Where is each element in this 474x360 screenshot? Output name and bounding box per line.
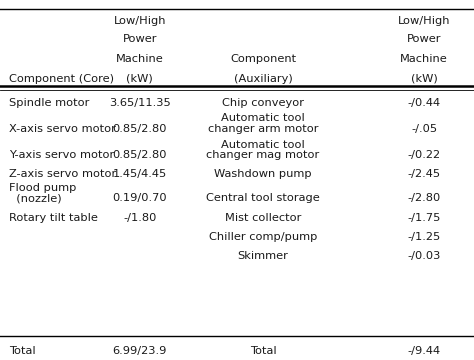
Text: 0.85/2.80: 0.85/2.80	[113, 150, 167, 161]
Text: Power: Power	[123, 34, 157, 44]
Text: Z-axis servo motor: Z-axis servo motor	[9, 169, 117, 179]
Text: Automatic tool: Automatic tool	[221, 113, 305, 123]
Text: (nozzle): (nozzle)	[9, 193, 62, 203]
Text: -/2.80: -/2.80	[408, 193, 441, 203]
Text: -/2.45: -/2.45	[408, 169, 441, 179]
Text: Low/High: Low/High	[114, 16, 166, 26]
Text: (Auxiliary): (Auxiliary)	[234, 74, 292, 84]
Text: (kW): (kW)	[411, 74, 438, 84]
Text: Y-axis servo motor: Y-axis servo motor	[9, 150, 115, 161]
Text: 0.19/0.70: 0.19/0.70	[112, 193, 167, 203]
Text: Total: Total	[9, 346, 36, 356]
Text: Chiller comp/pump: Chiller comp/pump	[209, 232, 317, 242]
Text: Skimmer: Skimmer	[237, 251, 289, 261]
Text: Machine: Machine	[401, 54, 448, 64]
Text: 3.65/11.35: 3.65/11.35	[109, 98, 171, 108]
Text: Rotary tilt table: Rotary tilt table	[9, 213, 99, 223]
Text: Component (Core): Component (Core)	[9, 74, 115, 84]
Text: 6.99/23.9: 6.99/23.9	[113, 346, 167, 356]
Text: Spindle motor: Spindle motor	[9, 98, 90, 108]
Text: -/0.22: -/0.22	[408, 150, 441, 161]
Text: X-axis servo motor: X-axis servo motor	[9, 124, 116, 134]
Text: Mist collector: Mist collector	[225, 213, 301, 223]
Text: Power: Power	[407, 34, 441, 44]
Text: -/0.03: -/0.03	[408, 251, 441, 261]
Text: changer mag motor: changer mag motor	[207, 150, 319, 161]
Text: -/0.44: -/0.44	[408, 98, 441, 108]
Text: Chip conveyor: Chip conveyor	[222, 98, 304, 108]
Text: Machine: Machine	[116, 54, 164, 64]
Text: Total: Total	[250, 346, 276, 356]
Text: Flood pump: Flood pump	[9, 183, 77, 193]
Text: 0.85/2.80: 0.85/2.80	[113, 124, 167, 134]
Text: -/1.25: -/1.25	[408, 232, 441, 242]
Text: -/1.80: -/1.80	[123, 213, 156, 223]
Text: Low/High: Low/High	[398, 16, 450, 26]
Text: (kW): (kW)	[127, 74, 153, 84]
Text: Automatic tool: Automatic tool	[221, 140, 305, 150]
Text: 1.45/4.45: 1.45/4.45	[113, 169, 167, 179]
Text: Washdown pump: Washdown pump	[214, 169, 312, 179]
Text: Central tool storage: Central tool storage	[206, 193, 320, 203]
Text: -/9.44: -/9.44	[408, 346, 441, 356]
Text: -/1.75: -/1.75	[408, 213, 441, 223]
Text: -/.05: -/.05	[411, 124, 438, 134]
Text: Component: Component	[230, 54, 296, 64]
Text: changer arm motor: changer arm motor	[208, 124, 319, 134]
